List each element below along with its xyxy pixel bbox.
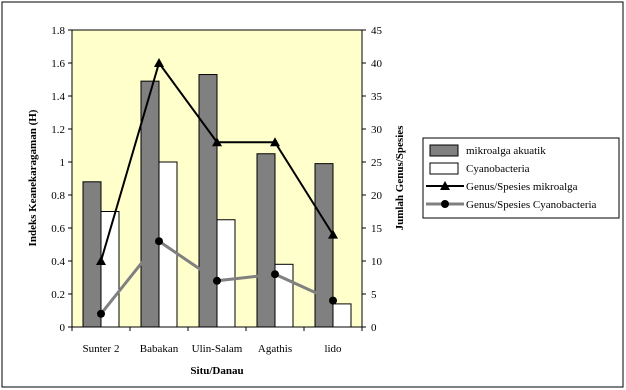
y-tick-label: 1.4 — [51, 91, 65, 103]
marker-circle-3 — [271, 270, 279, 279]
legend-swatch-bar-0 — [429, 144, 459, 157]
y2-tick-label: 15 — [371, 223, 383, 235]
legend-marker-triangle — [440, 181, 450, 190]
y-tick-label: 0 — [60, 322, 66, 334]
legend-marker-circle — [441, 200, 449, 208]
y-tick-label: 0.8 — [51, 190, 65, 202]
marker-circle-4 — [329, 296, 337, 305]
y-tick-label: 1.6 — [51, 58, 65, 70]
x-tick-label: Ulin-Salam — [192, 343, 243, 355]
y-axis-title: Indeks Keanekaragaman (H) — [27, 109, 39, 246]
marker-triangle-3 — [270, 137, 280, 147]
y2-tick-label: 30 — [371, 124, 383, 136]
bar-cyanobacteria-2 — [216, 219, 236, 328]
legend: mikroalga akuatik Cyanobacteria Genus/Spes… — [422, 137, 620, 219]
marker-circle-2 — [213, 276, 221, 285]
y-tick-label: 0.2 — [51, 289, 65, 301]
x-tick-label: Babakan — [140, 343, 179, 355]
x-axis-title: Situ/Danau — [190, 365, 243, 377]
y2-tick-label: 5 — [371, 289, 377, 301]
bar-mikroalga-2 — [198, 74, 218, 328]
marker-triangle-1 — [154, 58, 164, 67]
legend-label: mikroalga akuatik — [466, 145, 546, 157]
marker-triangle-2 — [212, 137, 222, 147]
y2-tick-label: 40 — [371, 58, 383, 70]
marker-circle-0 — [97, 309, 105, 318]
x-tick-label: lido — [324, 343, 342, 355]
legend-label: Genus/Spesies mikroalga — [466, 181, 578, 193]
y-tick-label: 1 — [60, 157, 66, 169]
y2-tick-label: 35 — [371, 91, 383, 103]
x-tick-label: Agathis — [258, 343, 292, 355]
x-tick-label: Sunter 2 — [83, 343, 120, 355]
legend-label: Genus/Spesies Cyanobacteria — [466, 199, 597, 211]
y2-tick-label: 20 — [371, 190, 383, 202]
bar-mikroalga-3 — [256, 153, 276, 328]
y2-tick-label: 45 — [371, 25, 383, 37]
legend-label: Cyanobacteria — [466, 163, 530, 175]
marker-circle-1 — [155, 237, 163, 246]
legend-swatch-bar-1 — [429, 162, 459, 175]
y-tick-label: 0.6 — [51, 223, 65, 235]
y2-tick-label: 10 — [371, 256, 383, 268]
y-tick-label: 1.2 — [51, 124, 65, 136]
bar-cyanobacteria-4 — [332, 303, 352, 328]
y2-tick-label: 25 — [371, 157, 383, 169]
y2-axis-title: Jumlah Genus/Spesies — [394, 125, 406, 231]
marker-triangle-4 — [328, 229, 338, 239]
y-tick-label: 0.4 — [51, 256, 65, 268]
y2-tick-label: 0 — [371, 322, 377, 334]
y-tick-label: 1.8 — [51, 25, 65, 37]
bar-mikroalga-0 — [82, 181, 102, 328]
marker-triangle-0 — [96, 256, 106, 265]
